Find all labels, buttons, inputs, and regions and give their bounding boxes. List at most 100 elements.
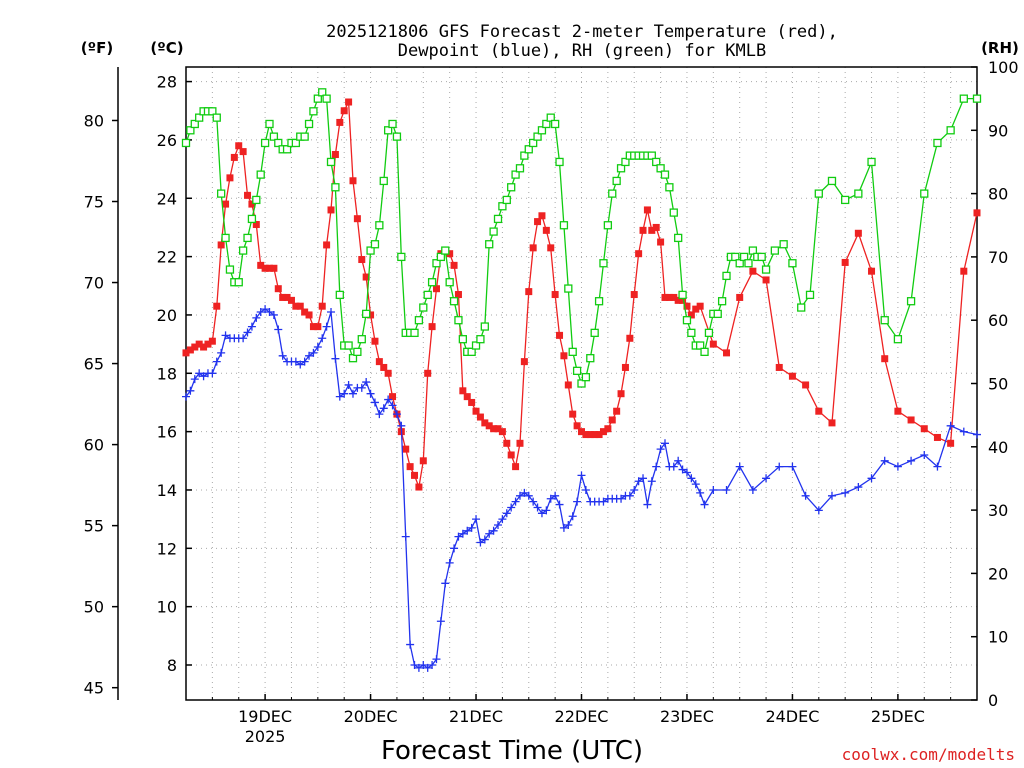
temperature-point — [186, 346, 194, 354]
temperature-point — [512, 463, 520, 471]
rh-point — [713, 309, 722, 319]
celsius-tick-label: 28 — [157, 73, 177, 92]
axes — [112, 66, 978, 701]
rh-point — [375, 221, 384, 230]
dewpoint-point — [973, 430, 981, 439]
rh-point — [933, 138, 942, 148]
rh-point — [454, 316, 463, 325]
temperature-point — [525, 288, 533, 296]
temperature-point — [586, 431, 594, 439]
rh-point — [181, 138, 191, 148]
temperature-point — [529, 244, 537, 252]
rh-point — [190, 119, 199, 129]
temperature-point — [613, 407, 621, 415]
dewpoint-point — [643, 500, 652, 509]
temperature-point — [696, 302, 704, 310]
temperature-point — [516, 439, 524, 447]
temperature-point — [252, 221, 260, 229]
temperature-point — [542, 226, 550, 234]
temperature-point — [556, 331, 564, 339]
rh-point — [225, 265, 235, 274]
dewpoint-point — [331, 354, 340, 363]
rh-tick-label: 0 — [988, 691, 998, 710]
dewpoint-point — [520, 488, 529, 497]
rh-point — [313, 94, 322, 103]
dewpoint-point — [414, 663, 423, 672]
rh-point — [731, 252, 740, 262]
dewpoint-point — [687, 474, 696, 483]
celsius-tick-label: 18 — [157, 364, 177, 383]
rh-point — [256, 170, 265, 179]
rh-point — [594, 297, 604, 306]
celsius-tick-label: 12 — [157, 539, 177, 558]
dewpoint-point — [568, 512, 577, 521]
temperature-point — [481, 419, 489, 427]
rh-point — [735, 259, 744, 268]
temperature-point — [213, 302, 221, 310]
temperature-point — [358, 256, 366, 264]
dewpoint-point — [502, 509, 511, 518]
rh-point — [674, 233, 683, 243]
temperature-point — [384, 369, 392, 377]
rh-point — [427, 278, 437, 287]
rh-tick-label: 100 — [988, 58, 1019, 77]
rh-point — [247, 214, 257, 224]
temperature-point — [375, 358, 383, 366]
dewpoint-point — [362, 378, 371, 387]
rh-point — [590, 328, 599, 338]
dewpoint-point — [854, 483, 863, 492]
dewpoint-point — [186, 386, 195, 395]
temperature-point — [947, 439, 955, 447]
temperature-point — [217, 241, 225, 249]
dewpoint-point — [335, 392, 344, 401]
rh-point — [480, 322, 489, 331]
temperature-point — [415, 483, 423, 491]
title-line-2: Dewpoint (blue), RH (green) for KMLB — [398, 41, 766, 61]
celsius-tick-label: 16 — [157, 423, 177, 442]
fahrenheit-tick-label: 60 — [84, 436, 104, 455]
rh-point — [370, 240, 380, 249]
temperature-point — [309, 323, 317, 331]
temperature-point — [494, 425, 502, 433]
temperature-point — [868, 267, 876, 275]
rh-point — [652, 157, 661, 167]
fahrenheit-tick-label: 45 — [84, 679, 104, 698]
dewpoint-point — [313, 343, 322, 352]
temperature-point — [854, 229, 862, 237]
dewpoint-point — [660, 439, 669, 448]
dewpoint-point — [678, 465, 687, 474]
temperature-point — [573, 422, 581, 430]
dewpoint-point — [247, 322, 256, 331]
x-tick-sublabel: 2025 — [245, 727, 286, 746]
temperature-point — [305, 311, 313, 319]
dewpoint-point — [296, 360, 305, 369]
temperature-point — [402, 445, 410, 453]
rh-point — [195, 113, 204, 122]
rh-point — [779, 240, 788, 249]
dewpoint-point — [208, 369, 217, 378]
temperature-point — [239, 148, 247, 156]
dewpoint-point — [472, 515, 481, 524]
rh-point — [761, 265, 771, 274]
temperature-point — [569, 410, 577, 418]
temperature-point — [296, 302, 304, 310]
rh-point — [467, 347, 476, 357]
rh-tick-label: 20 — [988, 564, 1008, 583]
rh-point — [599, 259, 608, 268]
rh-point — [678, 290, 687, 300]
dewpoint-point — [801, 491, 810, 500]
x-tick-label: 22DEC — [555, 707, 609, 726]
rh-point — [893, 335, 903, 344]
rh-point — [383, 126, 393, 135]
temperature-point — [538, 212, 546, 220]
rh-point — [379, 176, 388, 186]
dewpoint-point — [432, 655, 441, 664]
dewpoint-point — [959, 427, 968, 436]
dewpoint-point — [652, 462, 661, 471]
dewpoint-point — [327, 308, 336, 317]
dewpoint-point — [348, 389, 357, 398]
rh-point — [722, 271, 731, 281]
dewpoint-point — [467, 523, 476, 532]
rh-point — [348, 354, 358, 363]
